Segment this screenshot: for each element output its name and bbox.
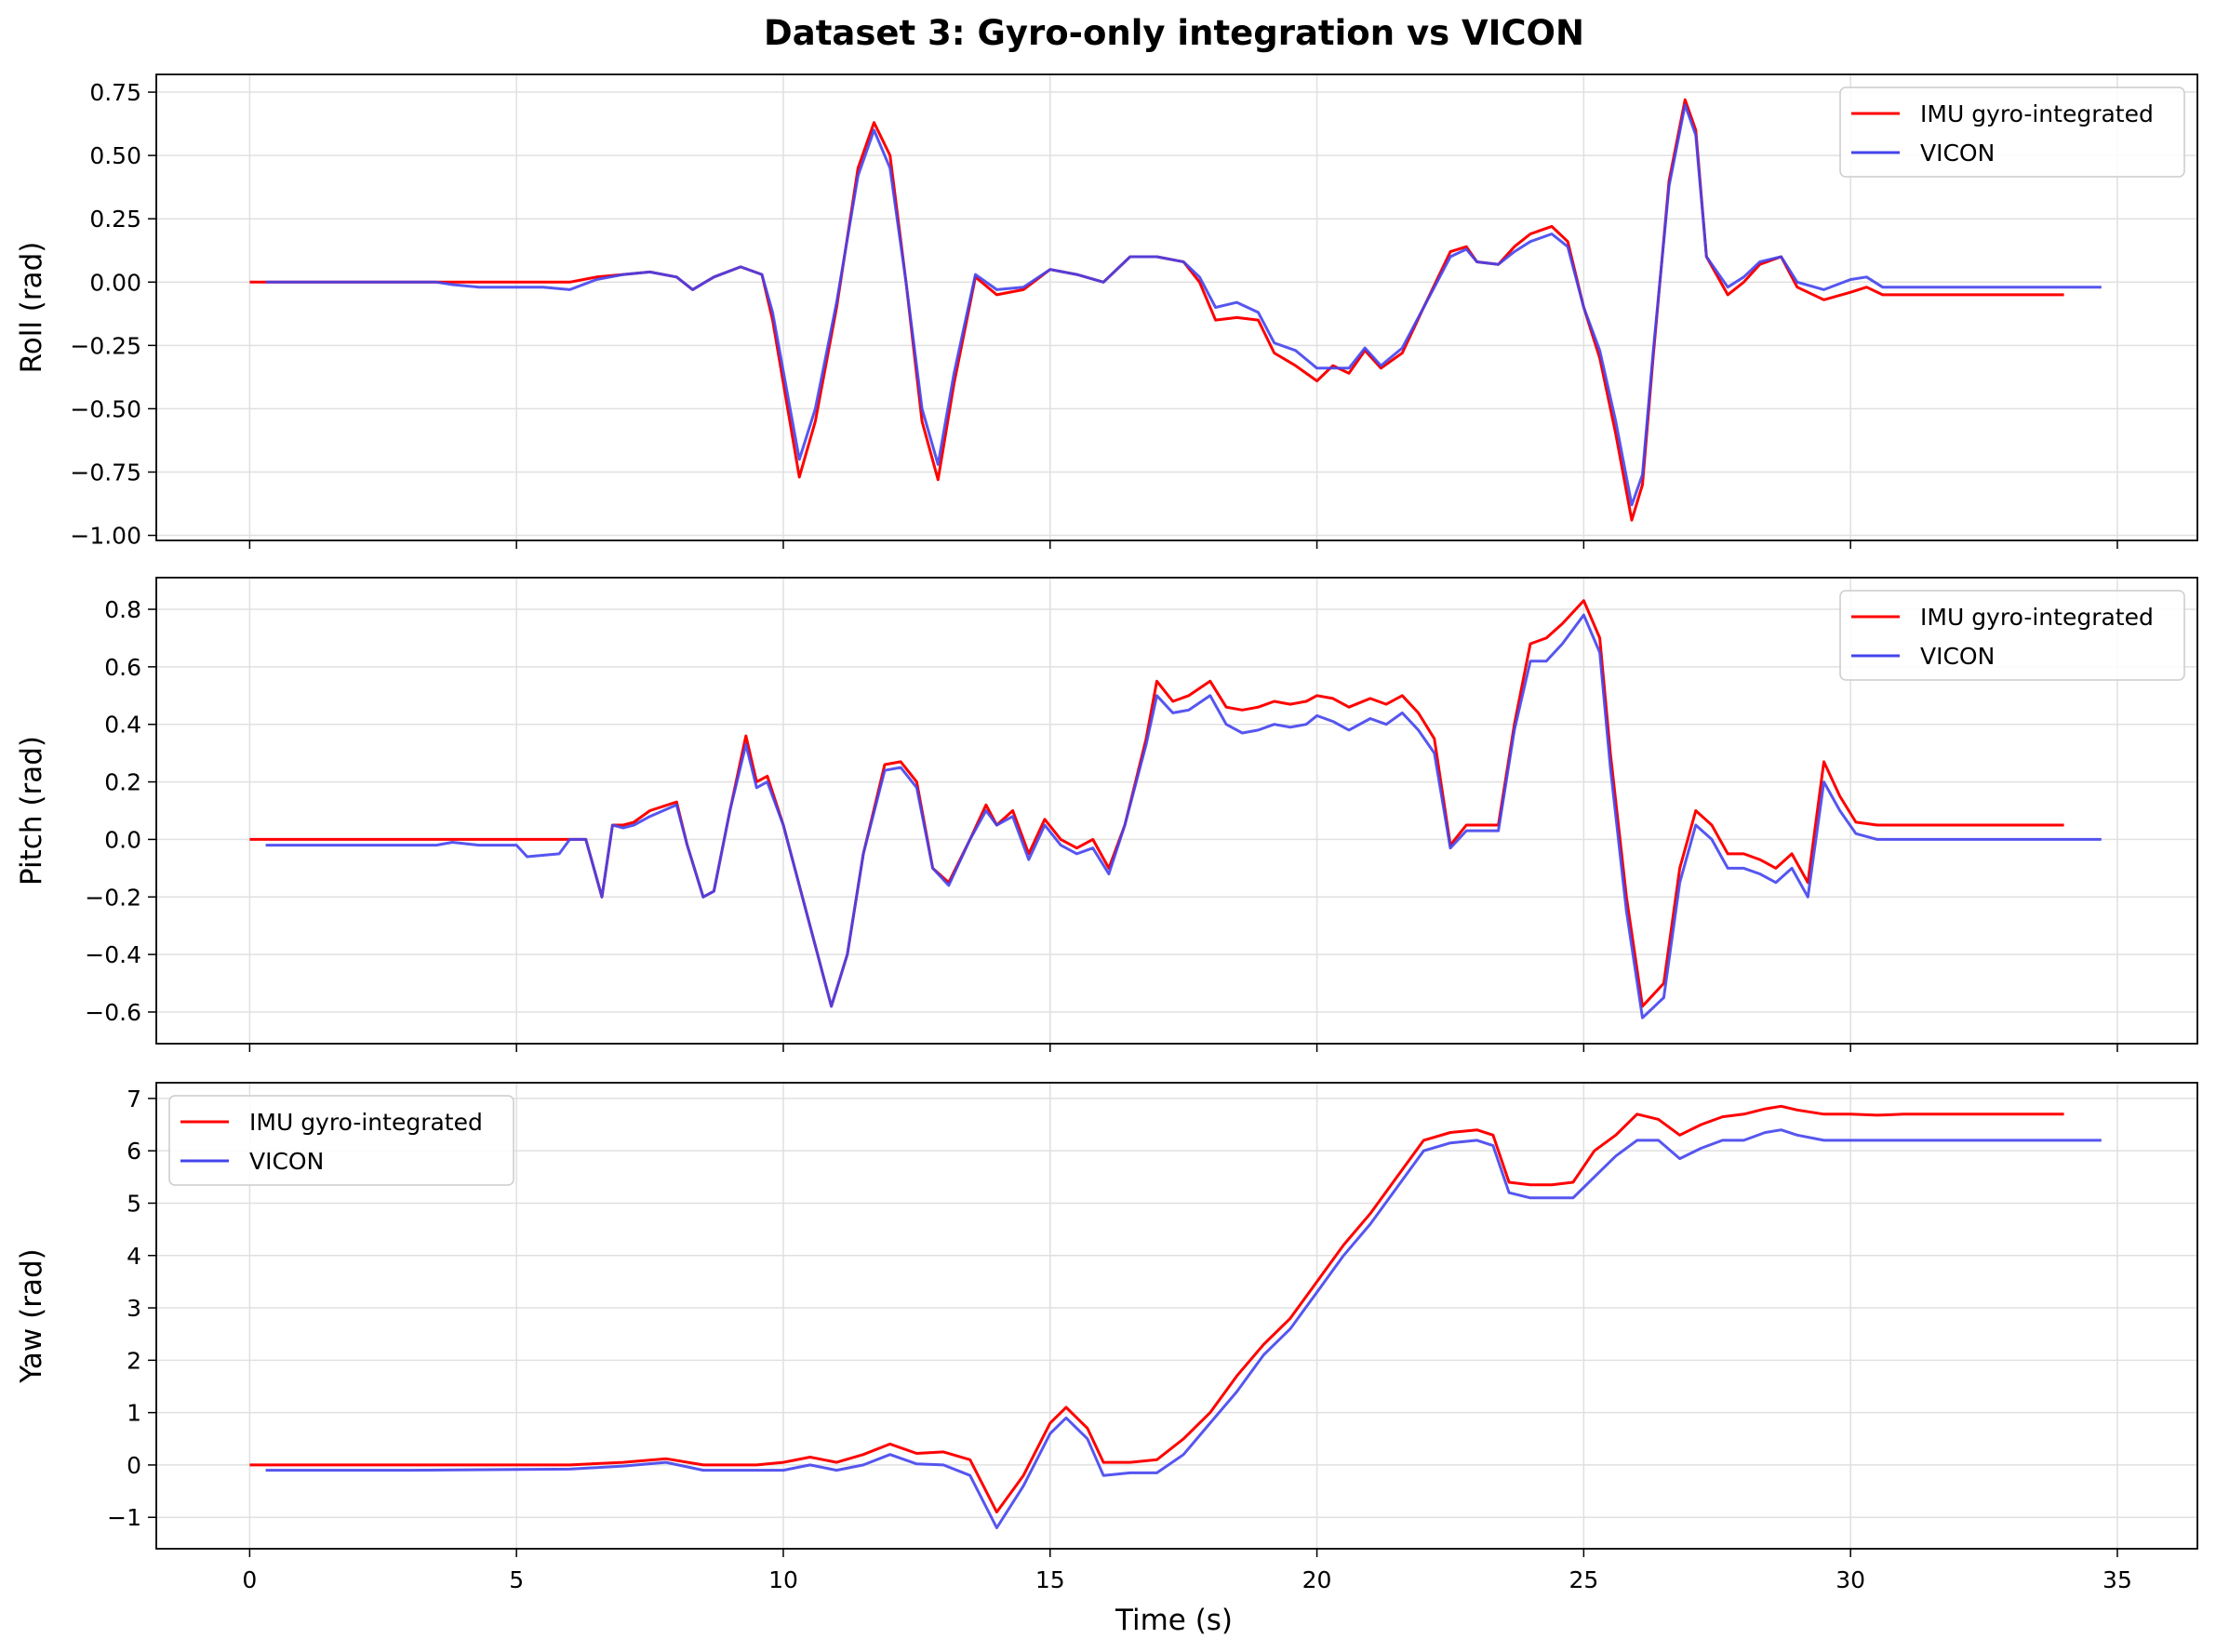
roll-series-group — [249, 98, 2102, 522]
yaw-y-tick-label: 0 — [127, 1452, 141, 1479]
roll-y-tick-label: −1.00 — [70, 523, 141, 550]
x-tick-label: 5 — [509, 1566, 524, 1593]
x-tick-label: 25 — [1569, 1566, 1598, 1593]
roll-y-tick-label: −0.75 — [70, 459, 141, 486]
yaw-y-tick-label: 1 — [127, 1400, 141, 1427]
pitch-y-tick-label: 0.4 — [104, 712, 141, 739]
pitch-y-tick-label: −0.2 — [85, 884, 141, 911]
roll-series-imu — [249, 98, 2064, 522]
figure-title: Dataset 3: Gyro-only integration vs VICO… — [764, 13, 1584, 53]
roll-y-tick-label: 0.50 — [89, 142, 141, 169]
x-tick-label: 10 — [768, 1566, 798, 1593]
pitch-y-axis-label: Pitch (rad) — [15, 736, 48, 886]
yaw-y-tick-label: 4 — [127, 1243, 141, 1270]
pitch-legend-label-imu: IMU gyro-integrated — [1920, 604, 2154, 631]
pitch-y-tick-label: −0.4 — [85, 941, 141, 968]
yaw-legend-box — [168, 1095, 514, 1186]
chart-panels: 0.750.500.250.00−0.25−0.50−0.75−1.00Roll… — [15, 73, 2198, 1593]
x-tick-label: 20 — [1302, 1566, 1332, 1593]
roll-axes-frame — [155, 73, 2198, 541]
x-tick-label: 0 — [242, 1566, 257, 1593]
x-tick-label: 15 — [1035, 1566, 1065, 1593]
yaw-series-imu — [249, 1104, 2064, 1514]
yaw-y-axis-label: Yaw (rad) — [15, 1248, 48, 1383]
x-axis-label: Time (s) — [1115, 1604, 1233, 1637]
pitch-panel: 0.8 0.6 0.4 0.2 0.0 −0.2 −0.4 −0.6 Pitch (rad) IM… — [15, 577, 2198, 1052]
roll-y-tick-label: 0.00 — [89, 269, 141, 296]
roll-legend-label-vicon: VICON — [1920, 140, 1995, 167]
x-tick-label: 30 — [1836, 1566, 1865, 1593]
yaw-y-tick-label: 2 — [127, 1347, 141, 1374]
pitch-y-tick-label: −0.6 — [85, 999, 141, 1026]
roll-y-tick-label: −0.25 — [70, 332, 141, 359]
pitch-legend-label-vicon: VICON — [1920, 643, 1995, 670]
pitch-y-tick-label: 0.0 — [104, 826, 141, 853]
yaw-axes-frame — [155, 1082, 2198, 1550]
roll-y-axis-label: Roll (rad) — [15, 242, 48, 374]
roll-legend: IMU gyro-integrated VICON — [1839, 87, 2185, 178]
pitch-series-vicon — [265, 613, 2102, 1019]
yaw-y-tick-label: −1 — [107, 1504, 141, 1531]
x-tick-label: 35 — [2103, 1566, 2132, 1593]
roll-y-tick-label: 0.75 — [89, 79, 141, 106]
roll-y-tick-label: 0.25 — [89, 206, 141, 233]
yaw-legend-label-imu: IMU gyro-integrated — [249, 1109, 483, 1136]
yaw-legend: IMU gyro-integrated VICON — [168, 1095, 514, 1186]
pitch-legend-box — [1839, 590, 2185, 681]
yaw-series-group — [249, 1104, 2102, 1529]
yaw-legend-label-vicon: VICON — [249, 1148, 324, 1175]
pitch-y-tick-label: 0.2 — [104, 769, 141, 796]
pitch-legend: IMU gyro-integrated VICON — [1839, 590, 2185, 681]
pitch-y-tick-label: 0.8 — [104, 596, 141, 623]
roll-series-vicon — [265, 103, 2102, 507]
yaw-y-tick-label: 5 — [127, 1190, 141, 1217]
pitch-y-tick-label: 0.6 — [104, 654, 141, 681]
yaw-y-tick-label: 6 — [127, 1138, 141, 1165]
yaw-y-tick-label: 3 — [127, 1295, 141, 1322]
pitch-axes-frame — [155, 577, 2198, 1045]
yaw-series-vicon — [265, 1128, 2102, 1529]
roll-panel: 0.75 0.50 0.25 0.00 −0.25 −0.50 −0.75 −1.00 Roll… — [15, 73, 2198, 550]
roll-y-tick-label: −0.50 — [70, 395, 141, 422]
pitch-series-group — [249, 599, 2102, 1019]
roll-legend-label-imu: IMU gyro-integrated — [1920, 100, 2154, 127]
yaw-y-tick-label: 7 — [127, 1086, 141, 1112]
roll-legend-box — [1839, 87, 2185, 178]
